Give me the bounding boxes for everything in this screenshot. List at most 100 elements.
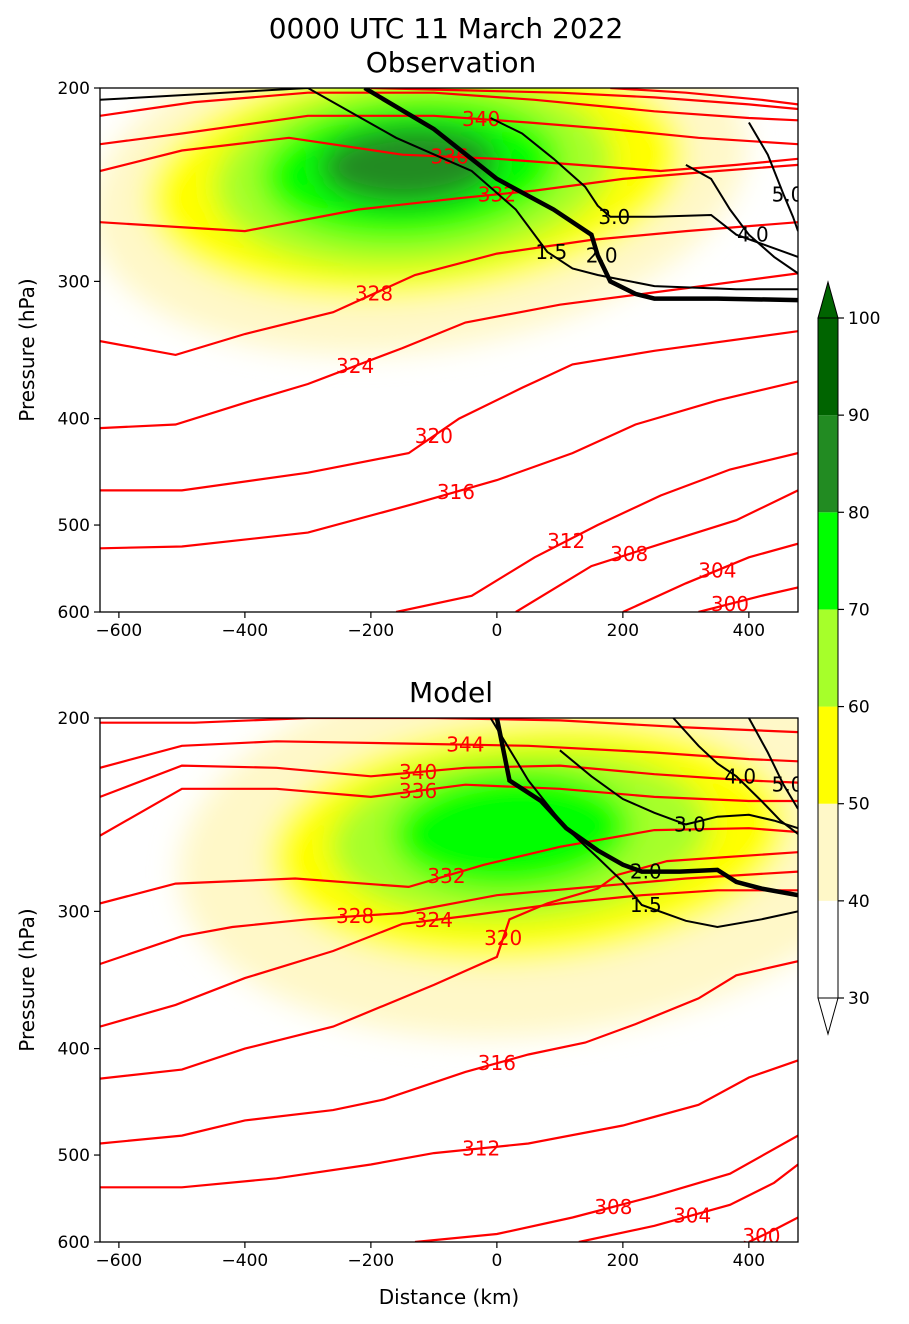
colorbar-segment — [818, 803, 838, 901]
pv-contour-4 — [685, 164, 798, 275]
theta-contour-344 — [100, 91, 798, 122]
theta-contour-348 — [370, 88, 798, 111]
theta-contour-328 — [100, 221, 798, 357]
x-tick-label: −600 — [96, 1251, 143, 1271]
theta-contour-320 — [100, 330, 798, 492]
theta-contour-label: 304 — [673, 1203, 711, 1227]
pv-contour-label: 1.5 — [630, 893, 662, 917]
theta-contour-308 — [515, 489, 798, 612]
x-tick-label: 400 — [733, 1251, 765, 1271]
colorbar: 30 40 50 60 70 80 90 100 — [817, 280, 880, 1036]
colorbar-segment — [818, 415, 838, 513]
theta-contour-label: 316 — [437, 480, 475, 504]
theta-contour-300 — [698, 586, 798, 612]
theta-contour-304 — [622, 542, 798, 612]
x-tick-label: −400 — [222, 621, 269, 641]
theta-contour-352 — [610, 88, 798, 106]
colorbar-tick-label: 50 — [848, 795, 870, 815]
y-tick-label: 500 — [58, 1146, 90, 1166]
theta-contour-348 — [100, 718, 798, 734]
filled-contours — [100, 88, 798, 612]
observation-panel: Observation30030430831231632032432833233… — [15, 46, 799, 641]
theta-contour-label: 308 — [594, 1195, 632, 1219]
theta-contour-label: 312 — [462, 1136, 500, 1160]
theta-contour-324 — [100, 889, 798, 1028]
theta-contour-label: 324 — [415, 908, 453, 932]
y-tick-label: 400 — [58, 1040, 90, 1060]
theta-contour-label: 316 — [478, 1051, 516, 1075]
x-tick-label: 200 — [607, 621, 639, 641]
pv-contour-label: 2.0 — [586, 243, 618, 267]
figure-title: 0000 UTC 11 March 2022 — [269, 12, 624, 45]
colorbar-segment — [818, 318, 838, 416]
pv-contour-3 — [490, 117, 798, 258]
pv-contour-5 — [748, 718, 798, 810]
theta-contour-352 — [245, 706, 798, 716]
theta-contour-label: 336 — [431, 145, 469, 169]
pv-contour-label: 4.0 — [737, 223, 769, 247]
pv-contour-label: 2.0 — [630, 860, 662, 884]
pv-contour-1.5 — [100, 88, 798, 291]
y-tick-label: 200 — [58, 709, 90, 729]
theta-contour-332 — [100, 827, 798, 905]
pv-contour-label: 4.0 — [724, 764, 756, 788]
theta-contour-312 — [100, 1059, 798, 1189]
theta-contour-336 — [100, 783, 798, 837]
colorbar-segment — [818, 609, 838, 707]
theta-contour-label: 340 — [462, 107, 500, 131]
colorbar-extend-max — [817, 280, 839, 319]
y-tick-label: 600 — [58, 603, 90, 623]
x-tick-label: −200 — [348, 621, 395, 641]
y-tick-label: 500 — [58, 516, 90, 536]
theta-contour-label: 328 — [355, 282, 393, 306]
y-tick-label: 600 — [58, 1233, 90, 1253]
theta-contour-label: 320 — [484, 926, 522, 950]
theta-contour-label: 328 — [336, 904, 374, 928]
theta-contour-label: 300 — [711, 592, 749, 616]
pv-contour-label: 3.0 — [674, 812, 706, 836]
colorbar-tick-label: 80 — [848, 503, 870, 523]
x-tick-label: −200 — [348, 1251, 395, 1271]
theta-contour-label: 320 — [415, 424, 453, 448]
theta-contour-label: 340 — [399, 760, 437, 784]
theta-contour-label: 308 — [610, 542, 648, 566]
theta-contour-328 — [100, 870, 798, 966]
theta-contour-300 — [748, 1216, 798, 1242]
y-tick-label: 400 — [58, 410, 90, 430]
theta-contour-316 — [100, 380, 798, 550]
theta-contour-label: 304 — [698, 558, 736, 582]
theta-contour-312 — [395, 452, 798, 612]
y-axis-label: Pressure (hPa) — [15, 908, 39, 1051]
axes-frame — [99, 87, 799, 613]
pv-contour-2 — [494, 718, 798, 898]
colorbar-segment — [818, 706, 838, 804]
theta-contour-316 — [100, 960, 798, 1145]
pv-contour-4 — [672, 718, 798, 835]
pv-contour-label: 1.5 — [535, 240, 567, 264]
pv-contour-1.5 — [489, 718, 798, 929]
pv-contour-5 — [748, 121, 798, 232]
x-tick-label: 0 — [491, 1251, 502, 1271]
x-tick-label: 400 — [733, 621, 765, 641]
y-tick-label: 300 — [58, 902, 90, 922]
theta-contour-336 — [100, 136, 798, 173]
colorbar-tick-label: 30 — [848, 989, 870, 1009]
colorbar-tick-label: 70 — [848, 600, 870, 620]
colorbar-frame — [817, 317, 839, 999]
x-tick-label: 200 — [607, 1251, 639, 1271]
panel-title: Observation — [366, 46, 537, 79]
theta-contour-label: 300 — [742, 1224, 780, 1248]
colorbar-tick-label: 90 — [848, 406, 870, 426]
theta-contour-344 — [100, 740, 798, 769]
colorbar-segment — [818, 900, 838, 998]
x-tick-label: −600 — [96, 621, 143, 641]
theta-contour-308 — [414, 1134, 798, 1242]
x-axis-label: Distance (km) — [379, 1285, 519, 1309]
x-tick-label: 0 — [491, 621, 502, 641]
